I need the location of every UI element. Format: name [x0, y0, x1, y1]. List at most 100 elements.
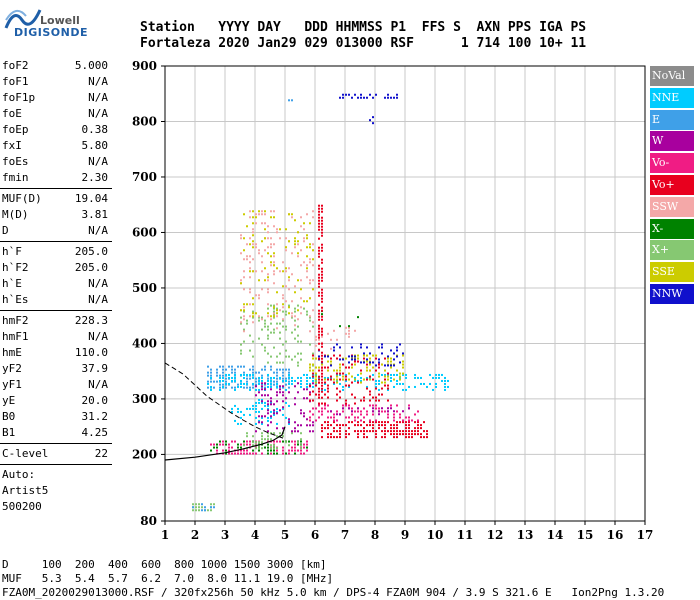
echo-point	[312, 364, 314, 367]
echo-point	[369, 430, 371, 433]
echo-point	[297, 309, 299, 312]
echo-point	[246, 432, 248, 435]
echo-point	[339, 424, 341, 427]
echo-point	[294, 449, 296, 452]
echo-point	[204, 509, 206, 512]
echo-point	[252, 340, 254, 343]
echo-point	[264, 404, 266, 407]
echo-point	[246, 443, 248, 446]
echo-point	[291, 440, 293, 443]
echo-point	[417, 421, 419, 424]
echo-point	[267, 443, 269, 446]
echo-point	[420, 376, 422, 379]
echo-point	[285, 349, 287, 352]
echo-point	[327, 369, 329, 372]
echo-point	[282, 306, 284, 309]
echo-point	[261, 416, 263, 419]
param-name: foEs	[2, 155, 29, 168]
echo-point	[348, 404, 350, 407]
echo-point	[288, 213, 290, 216]
echo-point	[273, 413, 275, 416]
echo-point	[240, 349, 242, 352]
echo-point	[321, 372, 323, 375]
echo-point	[249, 261, 251, 264]
echo-point	[285, 383, 287, 386]
echo-point	[252, 297, 254, 300]
echo-point	[390, 96, 392, 99]
echo-point	[282, 446, 284, 449]
echo-point	[342, 378, 344, 381]
echo-point	[330, 357, 332, 360]
echo-point	[195, 506, 197, 509]
echo-point	[366, 360, 368, 363]
echo-point	[222, 383, 224, 386]
echo-point	[372, 413, 374, 416]
echo-point	[363, 421, 365, 424]
echo-point	[297, 255, 299, 258]
echo-point	[321, 427, 323, 430]
echo-point	[261, 388, 263, 391]
echo-point	[360, 93, 362, 96]
echo-point	[408, 385, 410, 388]
echo-point	[252, 222, 254, 225]
echo-point	[270, 368, 272, 371]
echo-point	[399, 433, 401, 436]
echo-point	[285, 416, 287, 419]
echo-point	[366, 369, 368, 372]
echo-point	[276, 322, 278, 325]
echo-point	[336, 372, 338, 375]
echo-point	[288, 306, 290, 309]
echo-point	[246, 435, 248, 438]
echo-point	[252, 355, 254, 358]
echo-point	[270, 385, 272, 388]
echo-point	[234, 419, 236, 422]
echo-point	[408, 433, 410, 436]
echo-point	[270, 415, 272, 418]
echo-point	[321, 306, 323, 309]
echo-point	[369, 404, 371, 407]
param-name: hmF2	[2, 314, 29, 327]
echo-point	[225, 452, 227, 455]
echo-point	[273, 383, 275, 386]
echo-point	[273, 307, 275, 310]
param-value: 37.9	[81, 362, 109, 375]
echo-point	[354, 358, 356, 361]
echo-point	[408, 404, 410, 407]
digisonde-logo: Lowell DIGISONDE	[2, 4, 87, 46]
echo-point	[276, 435, 278, 438]
x-tick-label: 15	[577, 528, 594, 542]
legend-item: Vo-	[650, 153, 694, 174]
echo-point	[345, 399, 347, 402]
echo-point	[312, 385, 314, 388]
echo-point	[285, 267, 287, 270]
echo-point	[297, 443, 299, 446]
echo-point	[318, 213, 320, 216]
echo-point	[291, 216, 293, 219]
echo-point	[327, 378, 329, 381]
echo-point	[330, 424, 332, 427]
echo-point	[384, 421, 386, 424]
echo-point	[222, 443, 224, 446]
echo-point	[249, 315, 251, 318]
echo-point	[369, 399, 371, 402]
echo-point	[255, 441, 257, 444]
echo-point	[285, 249, 287, 252]
echo-point	[381, 436, 383, 439]
echo-point	[366, 366, 368, 369]
param-name: B1	[2, 426, 16, 439]
echo-point	[309, 279, 311, 282]
echo-point	[270, 401, 272, 404]
echo-point	[261, 261, 263, 264]
echo-point	[312, 288, 314, 291]
echo-point	[339, 363, 341, 366]
echo-point	[273, 261, 275, 264]
echo-point	[234, 452, 236, 455]
echo-point	[267, 446, 269, 449]
echo-point	[267, 400, 269, 403]
echo-point	[234, 373, 236, 376]
echo-point	[393, 416, 395, 419]
echo-point	[285, 325, 287, 328]
echo-point	[252, 228, 254, 231]
echo-point	[327, 410, 329, 413]
echo-point	[297, 376, 299, 379]
